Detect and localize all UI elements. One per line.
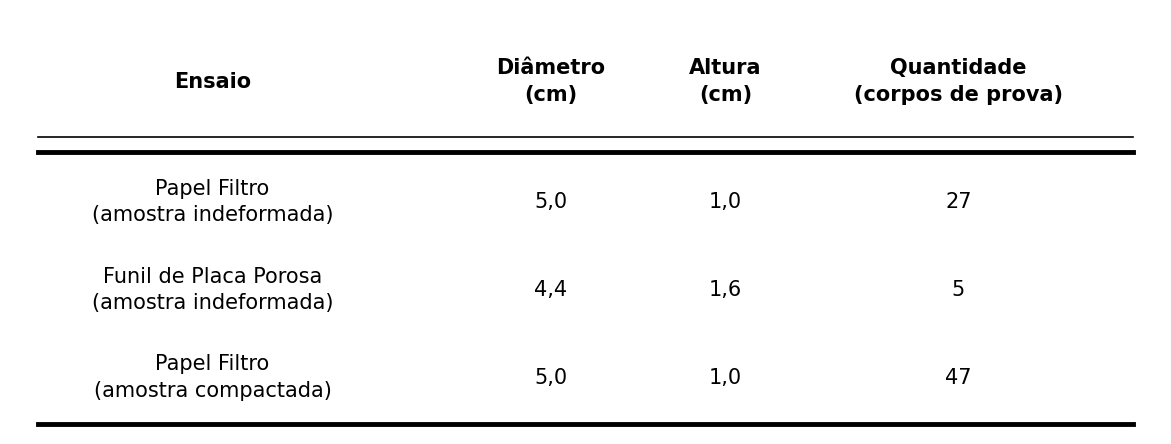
Text: 27: 27: [945, 192, 972, 212]
Text: Funil de Placa Porosa
(amostra indeformada): Funil de Placa Porosa (amostra indeforma…: [91, 267, 334, 313]
Text: 5,0: 5,0: [534, 368, 567, 388]
Text: 5: 5: [952, 280, 965, 300]
Text: 1,0: 1,0: [708, 192, 742, 212]
Text: Altura
(cm): Altura (cm): [689, 59, 761, 105]
Text: 1,0: 1,0: [708, 368, 742, 388]
Text: Ensaio: Ensaio: [174, 71, 251, 92]
Text: 47: 47: [945, 368, 972, 388]
Text: 5,0: 5,0: [534, 192, 567, 212]
Text: 1,6: 1,6: [708, 280, 742, 300]
Text: Papel Filtro
(amostra indeformada): Papel Filtro (amostra indeformada): [91, 179, 334, 226]
Text: Diâmetro
(cm): Diâmetro (cm): [497, 59, 605, 105]
Text: Papel Filtro
(amostra compactada): Papel Filtro (amostra compactada): [94, 354, 331, 401]
Text: 4,4: 4,4: [534, 280, 567, 300]
Text: Quantidade
(corpos de prova): Quantidade (corpos de prova): [854, 59, 1063, 105]
